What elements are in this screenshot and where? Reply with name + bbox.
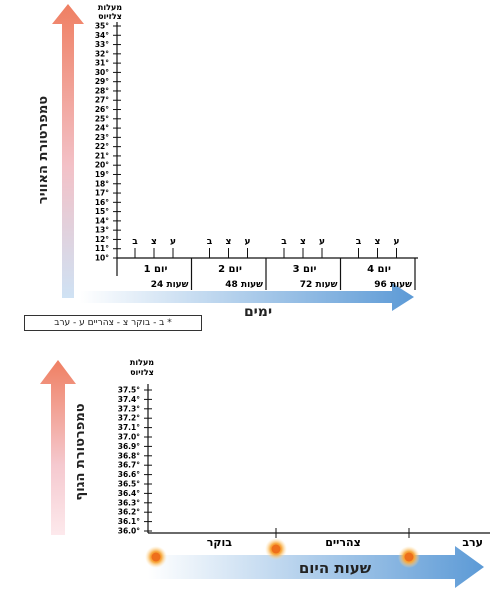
body-temp-unit-label-line1: מעלות xyxy=(130,358,154,367)
time-legend-note: * ב - בוקר צ - צהריים ע - ערב xyxy=(24,315,202,331)
body-temp-y-ticks: 37.5°37.4°37.3°37.2°37.1°37.0°36.9°36.8°… xyxy=(118,386,152,536)
air-temp-x-arrow xyxy=(80,283,414,311)
air-temp-y-tick-label: 17° xyxy=(95,189,109,198)
body-temp-y-tick-label: 37.0° xyxy=(118,433,141,442)
air-temp-time-marker: צ xyxy=(226,237,232,247)
body-temp-unit-label-line2: צלזיוס xyxy=(130,368,154,377)
body-temp-y-arrow-label: טמפרטורת הגוף xyxy=(73,403,88,500)
air-temp-y-ticks: 35°34°33°32°31°30°29°28°27°26°25°24°23°2… xyxy=(95,22,121,263)
body-temp-y-tick-label: 37.4° xyxy=(118,395,141,404)
body-temp-x-category-label: בוקר xyxy=(207,536,232,549)
air-temp-y-tick-label: 22° xyxy=(95,142,109,151)
air-temp-time-marker: צ xyxy=(300,237,306,247)
body-temp-y-tick-label: 36.6° xyxy=(118,470,141,479)
body-temp-y-tick-label: 36.5° xyxy=(118,480,141,489)
air-temp-y-tick-label: 15° xyxy=(95,207,109,216)
body-temp-y-tick-label: 36.7° xyxy=(118,461,141,470)
air-temp-time-marker: צ xyxy=(151,237,157,247)
air-temp-y-tick-label: 21° xyxy=(95,151,109,160)
body-temp-y-tick-label: 36.0° xyxy=(118,527,141,536)
air-temp-time-marker: ע xyxy=(394,237,400,247)
body-temp-x-category-label: צהריים xyxy=(325,536,361,549)
air-temp-y-tick-label: 23° xyxy=(95,133,109,142)
air-temp-day-label: יום 4 xyxy=(367,264,391,275)
body-temp-y-tick-label: 36.1° xyxy=(118,517,141,526)
air-temp-y-tick-label: 10° xyxy=(95,254,109,263)
body-temp-y-tick-label: 36.2° xyxy=(118,508,141,517)
air-temp-y-tick-label: 27° xyxy=(95,96,109,105)
body-temp-x-category-label: ערב xyxy=(462,536,483,549)
body-temp-y-tick-label: 37.3° xyxy=(118,404,141,413)
air-temp-y-tick-label: 24° xyxy=(95,124,109,133)
air-temp-y-tick-label: 25° xyxy=(95,114,109,123)
air-temp-time-marker: ב xyxy=(132,237,138,247)
air-temp-time-marker: צ xyxy=(375,237,381,247)
air-temp-y-tick-label: 29° xyxy=(95,77,109,86)
air-temp-y-arrow xyxy=(52,4,84,298)
air-temp-time-marker: ע xyxy=(170,237,176,247)
sun-icon-core xyxy=(404,552,414,562)
air-temp-day-segments: יום 1 24 שעות ב צ ע יום 2 48 שעות ב צ ע יום 3 72 שע… xyxy=(132,237,416,290)
air-temp-time-marker: ב xyxy=(356,237,362,247)
body-temp-y-tick-label: 36.8° xyxy=(118,451,141,460)
body-temp-x-categories: בוקר צהריים ערב xyxy=(207,528,483,549)
body-temp-y-tick-label: 36.9° xyxy=(118,442,141,451)
air-temp-y-tick-label: 26° xyxy=(95,105,109,114)
air-temp-hours-label: 96 שעות xyxy=(374,280,412,290)
air-temp-y-tick-label: 16° xyxy=(95,198,109,207)
air-temp-time-marker: ב xyxy=(281,237,287,247)
air-temp-time-marker: ע xyxy=(319,237,325,247)
body-temp-y-tick-label: 36.3° xyxy=(118,498,141,507)
sun-icon-core xyxy=(271,544,281,554)
air-temp-y-tick-label: 20° xyxy=(95,161,109,170)
body-temp-y-tick-label: 37.5° xyxy=(118,386,141,395)
air-temp-time-marker: ע xyxy=(245,237,251,247)
body-temp-y-tick-label: 37.2° xyxy=(118,414,141,423)
air-temp-hours-label: 48 שעות xyxy=(225,280,263,290)
air-temp-y-tick-label: 34° xyxy=(95,31,109,40)
air-temp-y-tick-label: 14° xyxy=(95,216,109,225)
air-temp-y-tick-label: 13° xyxy=(95,226,109,235)
body-temp-y-tick-label: 36.4° xyxy=(118,489,141,498)
air-temp-time-marker: ב xyxy=(207,237,213,247)
sun-icon-core xyxy=(151,552,161,562)
air-temp-y-tick-label: 35° xyxy=(95,22,109,31)
air-temp-day-label: יום 1 xyxy=(144,264,168,275)
air-temp-unit-label-line1: מעלות xyxy=(98,3,122,12)
air-temp-x-arrow-label: ימים xyxy=(244,304,272,320)
air-temp-y-tick-label: 30° xyxy=(95,68,109,77)
air-temp-day-label: יום 2 xyxy=(218,264,242,275)
air-temp-y-tick-label: 28° xyxy=(95,86,109,95)
air-temp-y-tick-label: 19° xyxy=(95,170,109,179)
body-temp-x-arrow-label: שעות היום xyxy=(299,559,372,577)
body-temp-y-tick-label: 37.1° xyxy=(118,423,141,432)
air-temp-unit-label-line2: צלזיוס xyxy=(98,12,122,21)
body-temp-y-arrow xyxy=(40,360,76,535)
air-temp-day-label: יום 3 xyxy=(293,264,317,275)
air-temp-y-arrow-label: טמפרטורת האוויר xyxy=(36,96,51,204)
air-temp-y-tick-label: 11° xyxy=(95,244,109,253)
sun-icons xyxy=(145,538,420,568)
air-temp-y-tick-label: 12° xyxy=(95,235,109,244)
air-temp-hours-label: 72 שעות xyxy=(300,280,338,290)
air-temp-y-tick-label: 31° xyxy=(95,59,109,68)
air-temp-y-tick-label: 32° xyxy=(95,49,109,58)
air-temp-hours-label: 24 שעות xyxy=(151,280,189,290)
air-temp-y-tick-label: 18° xyxy=(95,179,109,188)
air-temp-y-tick-label: 33° xyxy=(95,40,109,49)
